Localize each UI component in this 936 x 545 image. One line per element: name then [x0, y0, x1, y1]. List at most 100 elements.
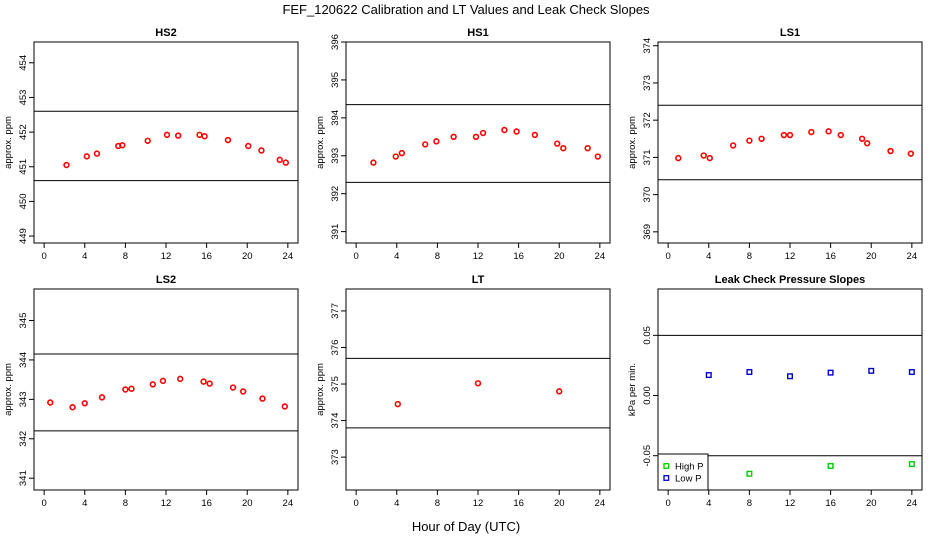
- data-point: [174, 132, 182, 139]
- data-point: [119, 142, 126, 149]
- y-tick-label: 371: [642, 149, 653, 165]
- data-point: [281, 403, 288, 410]
- x-tick-label: 12: [785, 498, 796, 509]
- x-tick-label: 20: [554, 251, 565, 262]
- panel-title: LS1: [780, 27, 800, 39]
- y-tick-label: 391: [330, 224, 341, 240]
- x-tick-label: 4: [706, 251, 711, 262]
- x-tick-label: 0: [666, 251, 671, 262]
- data-point: [392, 153, 399, 160]
- data-point: [472, 133, 480, 141]
- x-tick-label: 4: [394, 251, 399, 262]
- x-tick-label: 16: [825, 251, 836, 262]
- data-point: [224, 136, 232, 144]
- data-point: [474, 380, 482, 387]
- legend-marker: [663, 463, 670, 469]
- x-tick-label: 20: [554, 498, 565, 509]
- x-tick-label: 12: [473, 251, 484, 262]
- x-tick-label: 12: [473, 498, 484, 509]
- x-tick-label: 24: [283, 498, 294, 509]
- data-point: [706, 154, 713, 162]
- chart-panel: Leak Check Pressure Slopes 0 4 8 12 16 20 24 -0.…: [627, 274, 923, 509]
- y-tick-label: 450: [18, 193, 29, 209]
- data-point: [229, 384, 237, 391]
- data-point: [196, 131, 203, 139]
- data-point: [584, 144, 591, 152]
- data-point: [553, 140, 561, 147]
- data-point: [163, 131, 171, 139]
- x-tick-label: 4: [82, 251, 87, 262]
- y-tick-label: 374: [642, 38, 653, 54]
- chart-panel: HS1 0 4 8 12 16 20 24 391 392 393 394 395 396 approx. …: [315, 27, 611, 262]
- chart-panel: LS1 0 4 8 12 16 20 24 369 370 371 372 373 374 approx. …: [627, 27, 923, 262]
- plot-frame: [657, 41, 923, 244]
- y-tick-label: 396: [330, 34, 341, 50]
- x-tick-label: 24: [595, 498, 606, 509]
- data-point: [177, 375, 184, 383]
- x-tick-label: 8: [435, 498, 440, 509]
- x-tick-label: 20: [866, 251, 877, 262]
- x-tick-label: 8: [435, 251, 440, 262]
- figure-title: FEF_120622 Calibration and LT Values and…: [282, 2, 650, 17]
- data-point: [594, 153, 602, 160]
- data-point: [560, 144, 567, 152]
- data-point: [868, 367, 875, 374]
- data-point: [827, 462, 834, 469]
- legend-label: Low P: [675, 474, 701, 485]
- y-tick-label: 373: [330, 449, 341, 465]
- legend-box: [657, 453, 709, 491]
- y-tick-label: 342: [18, 431, 29, 447]
- data-point: [259, 395, 266, 402]
- panel-title: HS1: [467, 27, 488, 39]
- x-tick-label: 16: [201, 498, 212, 509]
- data-point: [93, 150, 101, 157]
- y-axis-label: approx. ppm: [3, 363, 14, 416]
- x-tick-label: 20: [866, 498, 877, 509]
- figure-x-axis-label: Hour of Day (UTC): [412, 519, 520, 534]
- y-tick-label: 373: [642, 75, 653, 91]
- y-tick-label: 0.05: [642, 326, 653, 345]
- data-point: [200, 378, 207, 385]
- data-point: [825, 128, 832, 135]
- data-point: [69, 404, 76, 411]
- plot-frame: [33, 288, 299, 491]
- data-point: [144, 137, 151, 144]
- data-point: [863, 140, 871, 147]
- data-point: [282, 159, 290, 166]
- data-point: [808, 128, 815, 136]
- data-point: [827, 369, 834, 376]
- data-point: [746, 369, 753, 376]
- y-tick-label: 376: [330, 340, 341, 356]
- chart-panels: HS2 0 4 8 12 16 20 24 449 450 451 452 453 454 approx. …: [3, 27, 923, 509]
- data-point: [908, 369, 915, 376]
- y-axis-label: kPa per min.: [627, 363, 638, 416]
- x-tick-label: 24: [907, 251, 918, 262]
- panel-title: LT: [472, 274, 485, 286]
- panel-title: Leak Check Pressure Slopes: [715, 274, 865, 286]
- data-point: [98, 394, 106, 401]
- y-tick-label: 344: [18, 352, 29, 368]
- x-tick-label: 0: [42, 498, 47, 509]
- y-tick-label: 449: [18, 228, 29, 244]
- panel-title: LS2: [156, 274, 176, 286]
- data-point: [47, 399, 54, 406]
- data-point: [758, 135, 765, 142]
- data-point: [245, 142, 252, 150]
- x-tick-label: 24: [595, 251, 606, 262]
- data-point: [201, 133, 208, 140]
- data-point: [63, 161, 70, 169]
- y-tick-label: 395: [330, 72, 341, 88]
- data-point: [370, 159, 377, 166]
- data-point: [276, 156, 283, 164]
- data-point: [513, 128, 520, 135]
- chart-panel: LT 0 4 8 12 16 20 24 373 374 375 376 377 approx. ppm: [315, 274, 611, 509]
- data-point: [159, 377, 167, 385]
- y-axis-label: approx. ppm: [3, 116, 14, 169]
- x-tick-label: 16: [825, 498, 836, 509]
- data-point: [398, 149, 406, 157]
- data-point: [858, 135, 866, 142]
- x-tick-label: 20: [242, 251, 253, 262]
- data-point: [81, 400, 88, 407]
- data-point: [780, 131, 788, 139]
- x-tick-label: 0: [42, 251, 47, 262]
